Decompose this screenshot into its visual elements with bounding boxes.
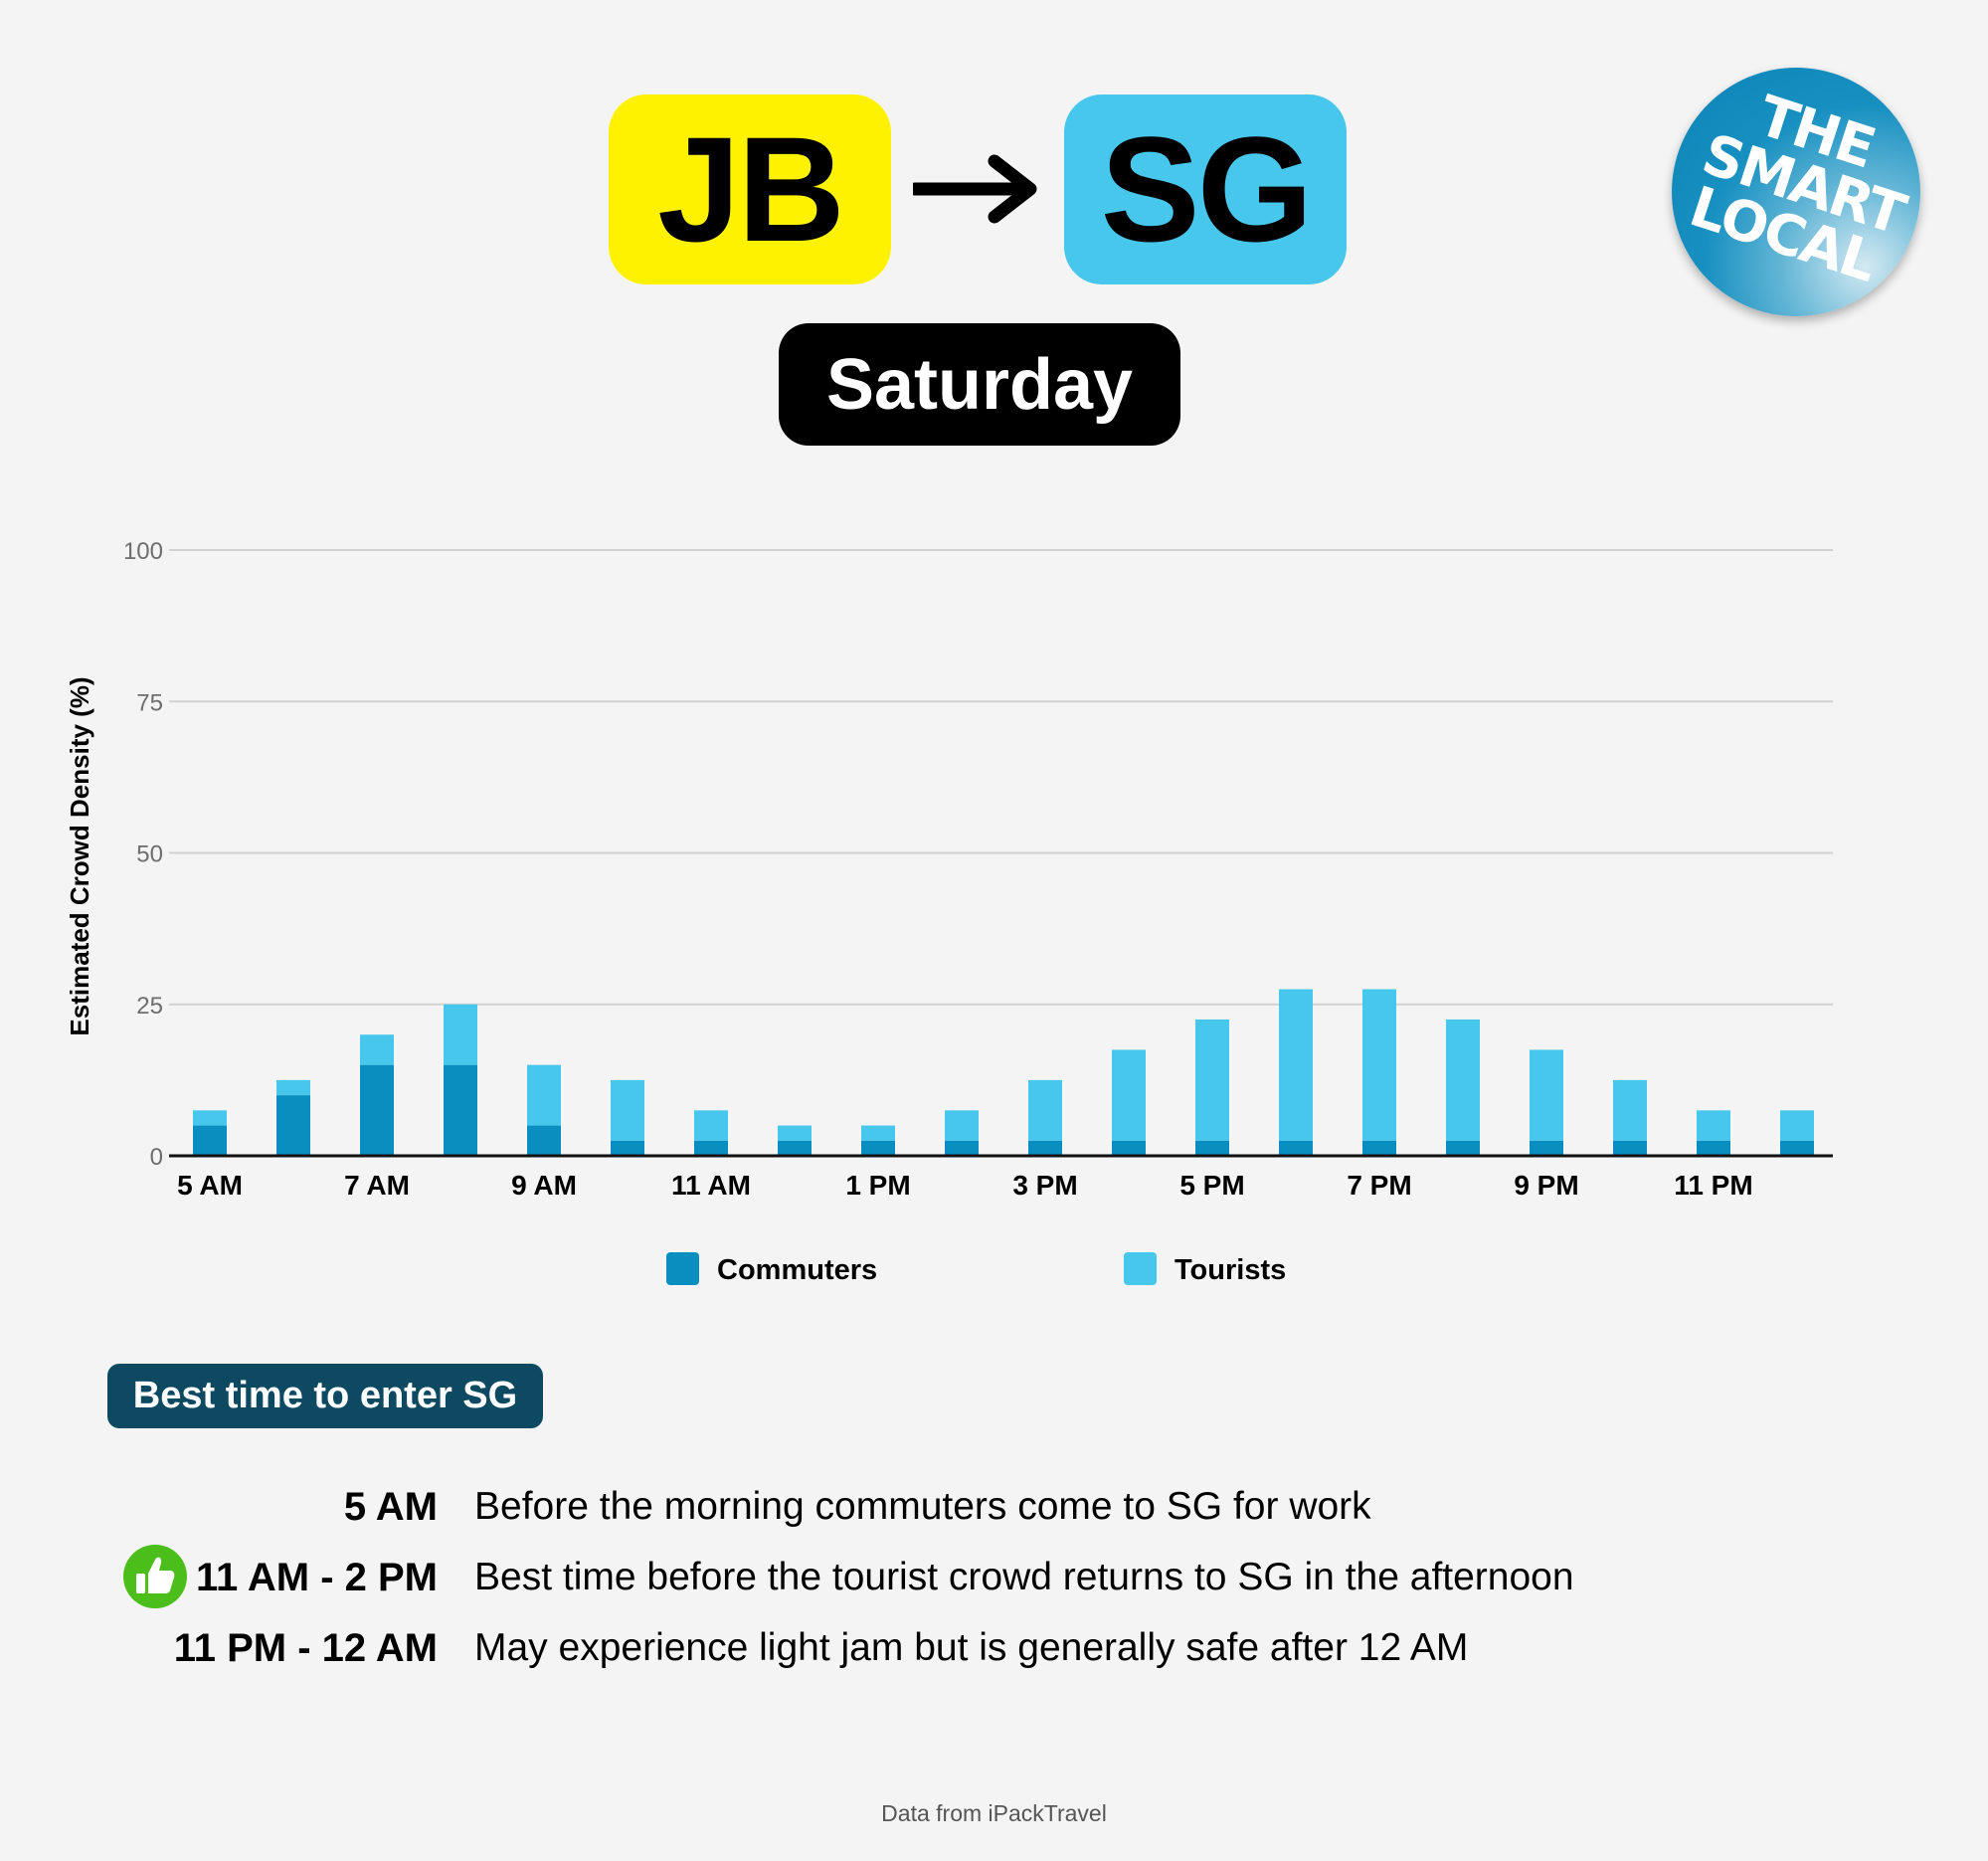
origin-badge: JB <box>609 94 891 284</box>
bar-commuters <box>1195 1140 1229 1156</box>
bar-tourists <box>611 1079 644 1141</box>
bar-commuters <box>945 1140 979 1156</box>
day-badge: Saturday <box>779 323 1180 446</box>
bar-tourists <box>444 1004 477 1065</box>
y-tick-label: 0 <box>150 1144 163 1171</box>
bar-commuters <box>1112 1140 1146 1156</box>
bar-commuters <box>1780 1140 1814 1156</box>
x-tick-label: 11 PM <box>1674 1170 1752 1201</box>
bar-tourists <box>945 1110 979 1141</box>
y-axis-label: Estimated Crowd Density (%) <box>65 676 94 1035</box>
y-tick-label: 100 <box>123 538 163 565</box>
crowd-density-chart: 0 25 50 75 100 5 AM 7 AM 9 AM 11 AM 1 PM 3 PM 5 PM 7… <box>65 538 1833 1286</box>
bar-tourists <box>1530 1049 1563 1141</box>
bar-tourists <box>1279 989 1313 1141</box>
y-tick-label: 25 <box>136 993 163 1020</box>
axis-ticks: 0 25 50 75 100 5 AM 7 AM 9 AM 11 AM 1 PM 3 PM 5 PM 7… <box>123 538 1753 1201</box>
bar-tourists <box>527 1064 561 1126</box>
x-tick-label: 5 AM <box>177 1170 243 1201</box>
bar-commuters <box>1362 1140 1396 1156</box>
y-tick-label: 50 <box>136 841 163 868</box>
best-time-time: 11 AM - 2 PM <box>195 1556 438 1599</box>
bar-commuters <box>276 1095 310 1156</box>
best-time-time: 11 PM - 12 AM <box>173 1626 438 1670</box>
best-time-header: Best time to enter SG <box>107 1364 543 1428</box>
bar-tourists <box>1780 1110 1814 1141</box>
bar-tourists <box>1112 1049 1146 1141</box>
best-time-item: 11 AM - 2 PM Best time before the touris… <box>0 1548 1988 1607</box>
bar-commuters <box>1446 1140 1480 1156</box>
best-time-time: 5 AM <box>343 1485 438 1529</box>
bar-commuters <box>527 1125 561 1156</box>
x-tick-label: 7 AM <box>344 1170 410 1201</box>
bar-commuters <box>1697 1140 1730 1156</box>
best-time-description: Best time before the tourist crowd retur… <box>474 1556 1574 1598</box>
right-arrow-icon <box>913 154 1037 224</box>
the-smart-local-logo: THE SMART LOCAL <box>1672 68 1920 316</box>
bar-tourists <box>778 1125 812 1141</box>
bar-commuters <box>1279 1140 1313 1156</box>
bar-commuters <box>1613 1140 1647 1156</box>
bar-tourists <box>861 1125 895 1141</box>
legend-swatch <box>666 1252 699 1285</box>
data-source: Data from iPackTravel <box>881 1800 1107 1826</box>
bars <box>193 989 1814 1156</box>
best-time-item: 11 PM - 12 AM May experience light jam b… <box>0 1618 1988 1678</box>
bar-commuters <box>1530 1140 1563 1156</box>
bar-tourists <box>1446 1019 1480 1141</box>
legend: Commuters Tourists <box>666 1252 1286 1286</box>
bar-commuters <box>444 1064 477 1156</box>
x-tick-label: 7 PM <box>1347 1170 1411 1201</box>
bar-tourists <box>360 1034 394 1065</box>
bar-commuters <box>611 1140 644 1156</box>
bar-commuters <box>778 1140 812 1156</box>
x-tick-label: 11 AM <box>671 1170 751 1201</box>
best-time-description: Before the morning commuters come to SG … <box>474 1485 1371 1528</box>
bar-tourists <box>1195 1019 1229 1141</box>
y-tick-label: 75 <box>136 689 163 716</box>
bar-tourists <box>1362 989 1396 1141</box>
x-tick-label: 9 PM <box>1514 1170 1578 1201</box>
destination-badge: SG <box>1064 94 1347 284</box>
legend-swatch <box>1124 1252 1157 1285</box>
x-tick-label: 1 PM <box>845 1170 910 1201</box>
bar-tourists <box>1697 1110 1730 1141</box>
bar-tourists <box>694 1110 728 1141</box>
bar-commuters <box>861 1140 895 1156</box>
bar-tourists <box>276 1079 310 1096</box>
bar-commuters <box>193 1125 227 1156</box>
bar-commuters <box>1028 1140 1062 1156</box>
bar-commuters <box>694 1140 728 1156</box>
legend-label: Commuters <box>717 1254 877 1286</box>
legend-label: Tourists <box>1175 1254 1286 1286</box>
best-time-item: 5 AM Before the morning commuters come t… <box>0 1477 1988 1537</box>
x-tick-label: 9 AM <box>511 1170 577 1201</box>
best-time-description: May experience light jam but is generall… <box>474 1626 1469 1669</box>
x-tick-label: 5 PM <box>1179 1170 1244 1201</box>
x-tick-label: 3 PM <box>1012 1170 1077 1201</box>
bar-tourists <box>193 1110 227 1126</box>
gridlines <box>169 549 1833 1006</box>
bar-tourists <box>1613 1079 1647 1141</box>
bar-commuters <box>360 1064 394 1156</box>
thumbs-up-icon <box>123 1545 187 1608</box>
bar-tourists <box>1028 1079 1062 1141</box>
